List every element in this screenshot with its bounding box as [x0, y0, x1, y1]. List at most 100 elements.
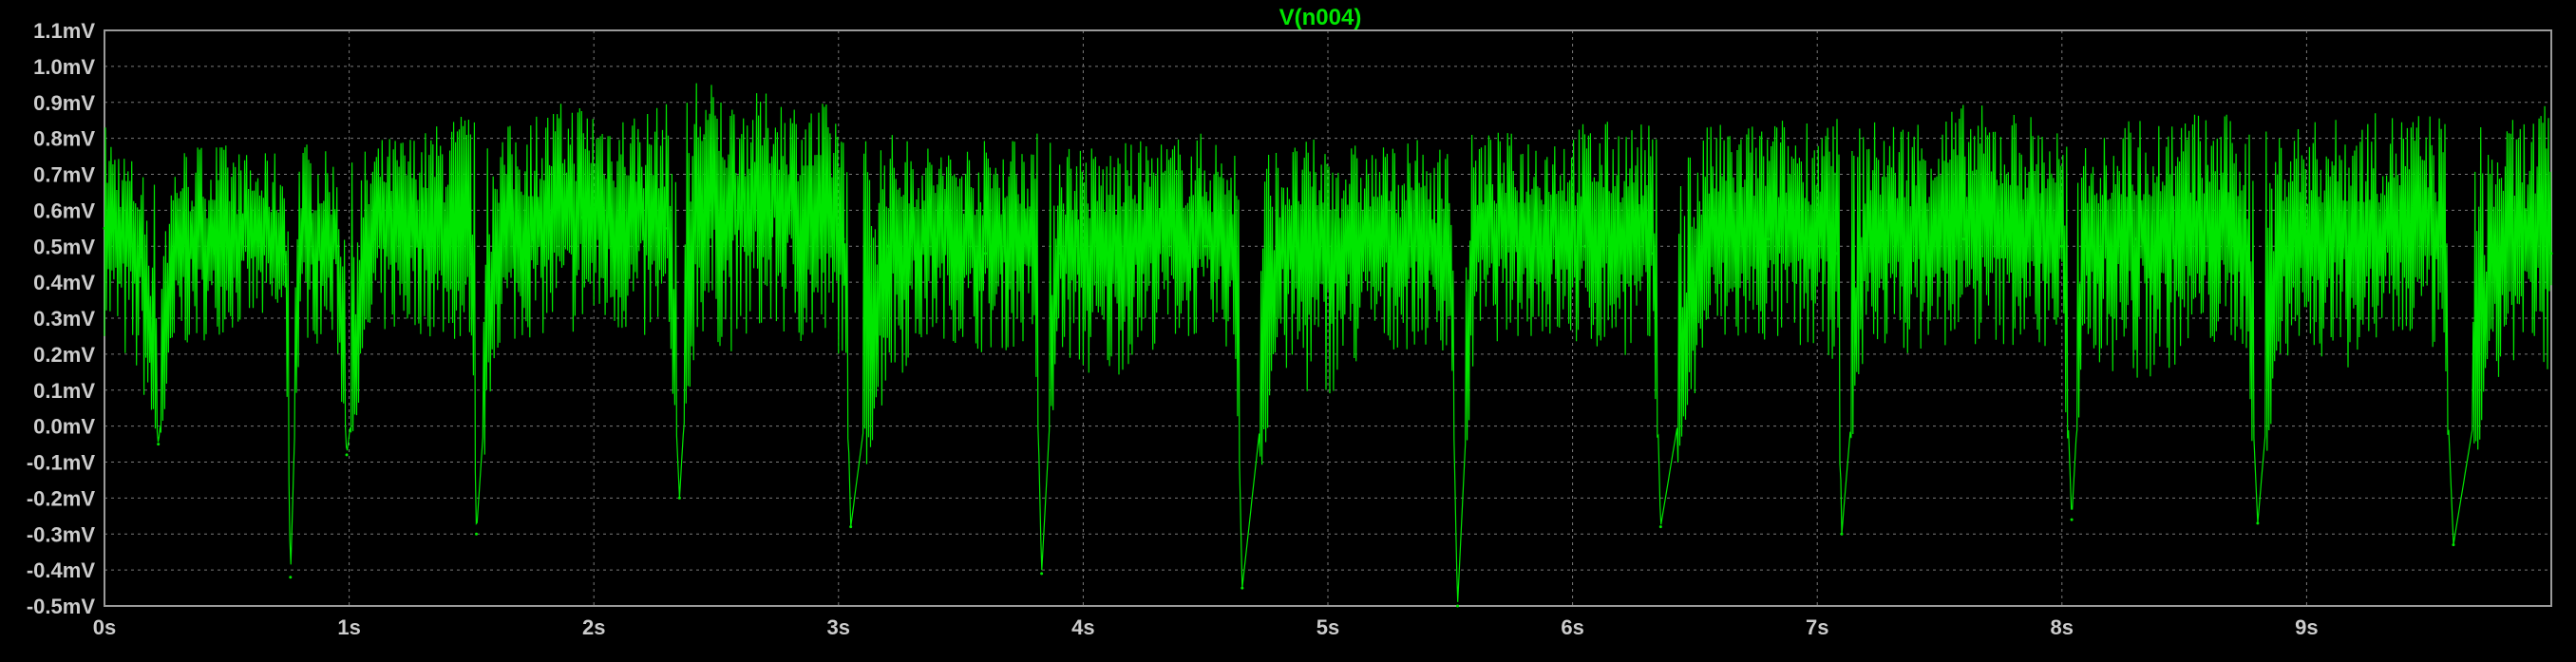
data-point — [579, 216, 583, 219]
data-point — [1155, 237, 1159, 241]
data-point — [1522, 237, 1525, 241]
y-tick-label: 1.1mV — [33, 19, 95, 43]
data-point — [849, 525, 853, 529]
data-point — [298, 244, 302, 248]
data-point — [2439, 244, 2443, 248]
y-tick-label: 0.4mV — [33, 271, 95, 294]
data-point — [2194, 244, 2198, 248]
x-tick-label: 0s — [93, 615, 116, 639]
x-tick-label: 5s — [1316, 615, 1339, 639]
x-tick-label: 1s — [337, 615, 360, 639]
data-point — [2281, 237, 2284, 241]
data-point — [213, 252, 217, 255]
data-point — [1473, 244, 1477, 248]
series-layer — [103, 83, 2553, 608]
x-tick-label: 9s — [2295, 615, 2318, 639]
x-tick-label: 2s — [582, 615, 605, 639]
y-tick-label: -0.5mV — [27, 595, 95, 618]
y-tick-label: -0.2mV — [27, 486, 95, 510]
data-point — [727, 216, 730, 219]
data-point — [1582, 244, 1586, 248]
data-point — [2549, 252, 2553, 255]
data-point — [531, 237, 535, 241]
y-tick-label: -0.1mV — [27, 451, 95, 475]
data-point — [983, 252, 987, 255]
data-point — [616, 226, 620, 230]
data-point — [1658, 525, 1662, 529]
data-point — [1203, 244, 1207, 248]
y-tick-label: -0.4mV — [27, 558, 95, 582]
data-point — [103, 226, 106, 230]
data-point — [335, 244, 339, 248]
data-point — [1456, 604, 1460, 608]
data-point — [1865, 237, 1868, 241]
data-point — [1901, 244, 1904, 248]
data-point — [2060, 244, 2064, 248]
data-point — [1241, 586, 1244, 590]
data-point — [1277, 252, 1280, 255]
data-point — [2023, 237, 2027, 241]
x-tick-label: 4s — [1071, 615, 1094, 639]
data-point — [494, 237, 498, 241]
y-tick-label: 0.1mV — [33, 379, 95, 403]
y-tick-label: 0.5mV — [33, 235, 95, 258]
y-tick-label: 0.0mV — [33, 415, 95, 439]
data-point — [812, 226, 816, 230]
y-tick-label: 0.3mV — [33, 307, 95, 331]
data-point — [371, 237, 375, 241]
data-point — [2244, 244, 2247, 248]
data-point — [2500, 244, 2504, 248]
data-point — [842, 237, 845, 241]
data-point — [775, 201, 779, 205]
x-tick-label: 3s — [827, 615, 850, 639]
data-point — [1233, 262, 1237, 266]
data-point — [475, 532, 479, 536]
data-point — [1424, 252, 1428, 255]
y-tick-label: 0.9mV — [33, 91, 95, 115]
data-point — [1815, 244, 1819, 248]
y-tick-label: -0.3mV — [27, 522, 95, 546]
data-point — [1057, 252, 1061, 255]
data-point — [2402, 237, 2406, 241]
data-point — [665, 226, 669, 230]
data-point — [885, 244, 889, 248]
data-point — [2452, 543, 2455, 547]
data-point — [1962, 237, 1966, 241]
axis-layer: 1.1mV 1.0mV 0.9mV 0.8mV 0.7mV 0.6mV 0.5mV 0.4mV… — [27, 19, 2552, 639]
chart-title[interactable]: V(n004) — [1279, 5, 1362, 30]
x-tick-label: 8s — [2051, 615, 2074, 639]
data-point — [1767, 237, 1771, 241]
y-tick-label: 1.0mV — [33, 55, 95, 79]
data-point — [140, 255, 143, 259]
data-point — [2341, 244, 2345, 248]
data-point — [2070, 518, 2074, 521]
series-line-v-n004 — [104, 83, 2552, 602]
y-tick-label: 0.8mV — [33, 127, 95, 151]
data-point — [1375, 244, 1379, 248]
data-point — [157, 443, 161, 446]
data-point — [1619, 237, 1623, 241]
data-point — [1449, 262, 1452, 266]
data-point — [2085, 244, 2089, 248]
data-point — [694, 208, 698, 212]
data-point — [935, 237, 938, 241]
data-point — [421, 226, 425, 230]
y-tick-label: 0.6mV — [33, 199, 95, 222]
data-point — [255, 237, 258, 241]
data-point — [1835, 252, 1839, 255]
data-point — [284, 262, 288, 266]
data-point — [1096, 262, 1100, 266]
y-tick-label: 0.2mV — [33, 343, 95, 367]
data-point — [289, 576, 293, 579]
x-tick-label: 6s — [1561, 615, 1583, 639]
x-tick-label: 7s — [1806, 615, 1828, 639]
data-point — [2256, 521, 2260, 525]
data-point — [1705, 244, 1709, 248]
data-point — [1840, 532, 1844, 536]
data-point — [1040, 572, 1044, 576]
data-point — [677, 496, 681, 500]
data-point — [345, 453, 349, 457]
